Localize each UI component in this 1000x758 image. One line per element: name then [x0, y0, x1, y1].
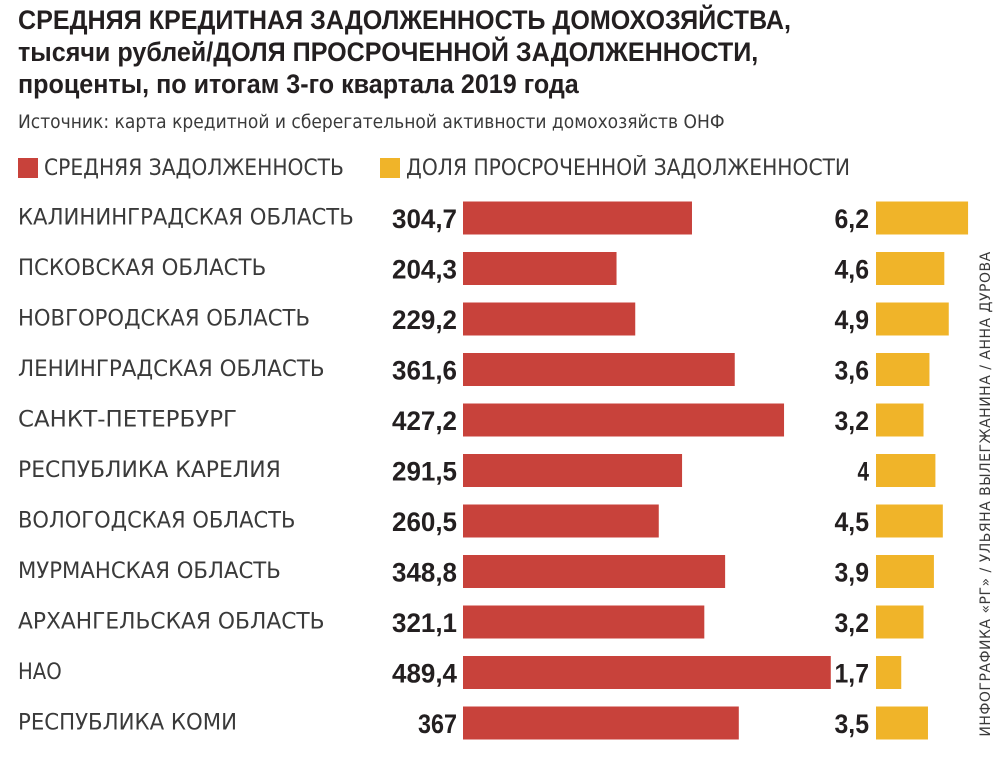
overdue-bar: [876, 252, 945, 285]
category-label: РЕСПУБЛИКА КАРЕЛИЯ: [18, 458, 281, 483]
overdue-value-label: 4,9: [835, 305, 870, 335]
category-label: ВОЛОГОДСКАЯ ОБЛАСТЬ: [18, 509, 295, 534]
legend-item-overdue: ДОЛЯ ПРОСРОЧЕННОЙ ЗАДОЛЖЕННОСТИ: [379, 155, 889, 181]
source-note: Источник: карта кредитной и сберегательн…: [18, 111, 725, 133]
debt-bar: [463, 403, 785, 437]
overdue-bar: [876, 706, 928, 740]
overdue-bar: [876, 605, 924, 639]
overdue-bar: [876, 353, 930, 386]
debt-value-label: 229,2: [392, 305, 457, 335]
overdue-bar: [876, 555, 934, 588]
credit-note: ИНФОГРАФИКА «РГ» / УЛЬЯНА ВЫЛЕГЖАНИНА / …: [978, 251, 994, 737]
overdue-value-label: 3,6: [835, 356, 870, 386]
debt-bar: [463, 454, 683, 487]
overdue-value-label: 4,5: [835, 507, 870, 537]
debt-value-label: 489,4: [392, 659, 457, 689]
category-label: РЕСПУБЛИКА КОМИ: [18, 711, 237, 736]
legend-label-debt: СРЕДНЯЯ ЗАДОЛЖЕННОСТЬ: [44, 155, 344, 181]
overdue-bar: [876, 302, 949, 336]
overdue-bar: [876, 656, 902, 689]
overdue-value-label: 1,7: [835, 659, 870, 689]
legend-swatch-debt: [18, 158, 38, 178]
debt-bar: [463, 252, 617, 285]
legend-swatch-overdue: [379, 158, 400, 178]
category-label: НАО: [18, 660, 62, 685]
debt-value-label: 427,2: [392, 406, 457, 436]
overdue-value-label: 6,2: [835, 204, 870, 234]
overdue-bar: [876, 201, 969, 235]
category-label: АРХАНГЕЛЬСКАЯ ОБЛАСТЬ: [18, 610, 325, 635]
overdue-value-label: 4,6: [835, 255, 870, 285]
debt-value-label: 304,7: [392, 204, 457, 234]
debt-bar: [463, 656, 831, 689]
debt-bar: [463, 353, 735, 386]
debt-value-label: 361,6: [392, 356, 457, 386]
legend-label-overdue: ДОЛЯ ПРОСРОЧЕННОЙ ЗАДОЛЖЕННОСТИ: [405, 155, 851, 181]
legend: СРЕДНЯЯ ЗАДОЛЖЕННОСТЬ ДОЛЯ ПРОСРОЧЕННОЙ …: [18, 154, 889, 182]
category-label: САНКТ-ПЕТЕРБУРГ: [18, 408, 237, 433]
category-label: ПСКОВСКАЯ ОБЛАСТЬ: [18, 256, 266, 281]
category-label: ЛЕНИНГРАДСКАЯ ОБЛАСТЬ: [18, 357, 325, 382]
overdue-bar: [876, 403, 924, 437]
overdue-bar: [876, 504, 943, 538]
overdue-value-label: 4: [858, 457, 870, 487]
debt-value-label: 348,8: [392, 558, 457, 588]
category-label: НОВГОРОДСКАЯ ОБЛАСТЬ: [18, 307, 310, 332]
overdue-value-label: 3,2: [835, 406, 870, 436]
chart-title: СРЕДНЯЯ КРЕДИТНАЯ ЗАДОЛЖЕННОСТЬ ДОМОХОЗЯ…: [18, 5, 792, 99]
category-label: МУРМАНСКАЯ ОБЛАСТЬ: [18, 559, 281, 584]
debt-value-label: 367: [418, 709, 457, 739]
debt-value-label: 204,3: [392, 255, 457, 285]
debt-value-label: 291,5: [392, 457, 457, 487]
debt-bar: [463, 504, 659, 538]
debt-bar: [463, 302, 636, 336]
debt-bar: [463, 605, 705, 639]
debt-value-label: 321,1: [392, 608, 457, 638]
debt-bar: [463, 201, 692, 235]
overdue-value-label: 3,9: [835, 558, 870, 588]
debt-bar: [463, 555, 726, 588]
debt-bar: [463, 706, 739, 740]
legend-item-debt: СРЕДНЯЯ ЗАДОЛЖЕННОСТЬ: [18, 156, 370, 181]
overdue-value-label: 3,2: [835, 608, 870, 638]
debt-value-label: 260,5: [392, 507, 457, 537]
category-label: КАЛИНИНГРАДСКАЯ ОБЛАСТЬ: [18, 206, 354, 231]
overdue-value-label: 3,5: [835, 709, 870, 739]
overdue-bar: [876, 454, 936, 487]
